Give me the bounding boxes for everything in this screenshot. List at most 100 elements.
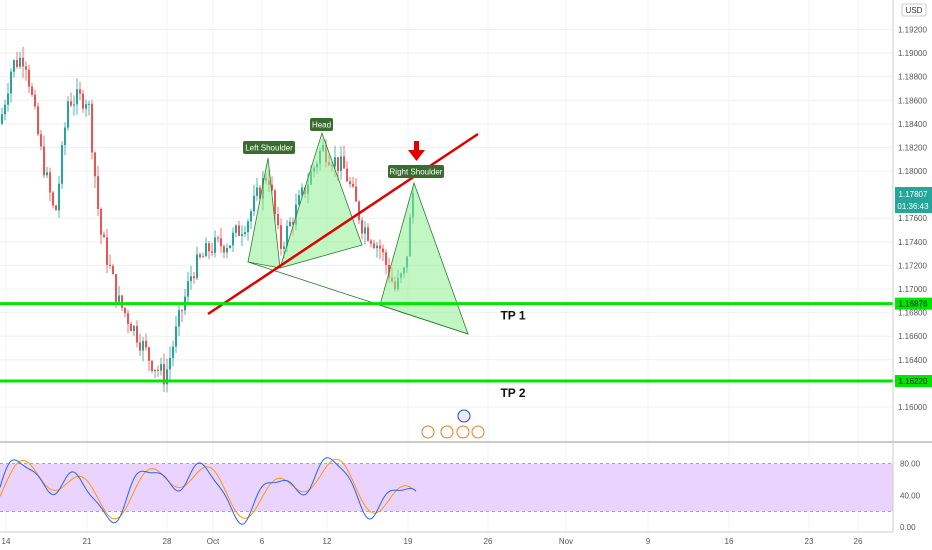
oscillator-pane: 80.00 40.00 0.00 bbox=[0, 441, 932, 532]
time-tick-label: Oct bbox=[207, 537, 220, 546]
candle-body bbox=[367, 227, 369, 241]
candle-body bbox=[220, 238, 222, 247]
candle-body bbox=[100, 208, 102, 235]
price-tick-label: 1.16800 bbox=[898, 309, 927, 318]
candle-body bbox=[7, 93, 9, 105]
candle-body bbox=[112, 265, 114, 275]
time-tick-label: 12 bbox=[323, 537, 332, 546]
candle-body bbox=[154, 369, 156, 372]
price-tick-label: 1.18400 bbox=[898, 120, 927, 129]
candle-body bbox=[31, 86, 33, 95]
candle-body bbox=[274, 190, 276, 214]
time-tick-label: 28 bbox=[163, 537, 172, 546]
candle-body bbox=[181, 310, 183, 312]
candle-body bbox=[382, 248, 384, 253]
candle-body bbox=[337, 157, 339, 171]
event-icons[interactable] bbox=[421, 409, 485, 439]
candle-body bbox=[73, 104, 75, 106]
time-tick-label: 14 bbox=[2, 537, 11, 546]
candle-body bbox=[16, 60, 18, 67]
candle-body bbox=[49, 172, 51, 193]
candle-body bbox=[298, 195, 300, 205]
candle-body bbox=[160, 364, 162, 371]
candle-body bbox=[373, 243, 375, 249]
time-tick-label: 26 bbox=[484, 537, 493, 546]
candle-body bbox=[196, 254, 198, 279]
oscillator-tick-label: 80.00 bbox=[900, 460, 921, 469]
time-axis: 14 21 28 Oct 6 12 19 26 Nov 9 16 23 26 bbox=[0, 531, 893, 546]
candle-body bbox=[28, 69, 30, 87]
candle-body bbox=[241, 234, 243, 236]
candle-body bbox=[118, 295, 120, 302]
candle-body bbox=[232, 232, 234, 246]
price-tick-label: 1.18600 bbox=[898, 96, 927, 105]
price-tick-label: 1.17200 bbox=[898, 261, 927, 270]
candle-body bbox=[163, 364, 165, 385]
candle-body bbox=[289, 221, 291, 227]
candle-body bbox=[277, 213, 279, 226]
candle-body bbox=[208, 243, 210, 252]
time-tick-label: 23 bbox=[805, 537, 814, 546]
pattern-right-triangle bbox=[379, 181, 469, 335]
level-price-tag bbox=[895, 375, 932, 388]
candle-body bbox=[133, 325, 135, 332]
current-price-value: 1.17807 bbox=[899, 190, 928, 199]
time-tick-label: 26 bbox=[854, 537, 863, 546]
candle-body bbox=[157, 369, 159, 371]
candle-body bbox=[94, 152, 96, 177]
candle-body bbox=[52, 192, 54, 206]
price-tick-label: 1.16600 bbox=[898, 332, 927, 341]
candle-body bbox=[193, 276, 195, 279]
candle-body bbox=[64, 127, 66, 146]
candle-body bbox=[244, 232, 246, 235]
candle-body bbox=[4, 104, 6, 115]
annotation-left-shoulder: Left Shoulder bbox=[243, 141, 295, 154]
candle-body bbox=[61, 145, 63, 184]
neckline bbox=[207, 132, 479, 316]
candle-body bbox=[187, 281, 189, 297]
candle-body bbox=[376, 245, 378, 249]
candle-body bbox=[229, 245, 231, 249]
candle-body bbox=[175, 326, 177, 347]
candle-body bbox=[259, 187, 261, 199]
candle-body bbox=[211, 251, 213, 253]
event-icon bbox=[440, 425, 454, 439]
candle-body bbox=[283, 246, 285, 249]
candle-body bbox=[79, 89, 81, 94]
pattern-left-triangle bbox=[247, 157, 281, 269]
candle-body bbox=[70, 101, 72, 106]
candle-body bbox=[121, 295, 123, 308]
head-and-shoulders-pattern bbox=[207, 131, 479, 335]
time-tick-label: 16 bbox=[725, 537, 734, 546]
candle-body bbox=[37, 106, 39, 135]
time-tick-label: 9 bbox=[646, 537, 651, 546]
annotation-right-shoulder: Right Shoulder bbox=[388, 165, 444, 178]
level-price-label: 1.16220 bbox=[899, 377, 928, 386]
candle-body bbox=[40, 134, 42, 147]
candle-body bbox=[235, 225, 237, 233]
candle-body bbox=[115, 274, 117, 302]
level-name: TP 1 bbox=[500, 309, 525, 323]
oscillator-tick-label: 40.00 bbox=[900, 491, 921, 500]
candle-body bbox=[190, 276, 192, 282]
time-tick-label: 21 bbox=[83, 537, 92, 546]
candle-body bbox=[247, 221, 249, 233]
candle-body bbox=[82, 93, 84, 109]
price-tick-label: 1.18000 bbox=[898, 167, 927, 176]
candle-body bbox=[88, 103, 90, 105]
candle-body bbox=[145, 340, 147, 348]
candle-body bbox=[130, 323, 132, 332]
candle-body bbox=[370, 240, 372, 244]
candle-body bbox=[55, 205, 57, 211]
candle-body bbox=[355, 186, 357, 202]
candle-body bbox=[217, 237, 219, 239]
oscillator-d-line bbox=[0, 458, 417, 520]
price-tick-label: 1.17400 bbox=[898, 238, 927, 247]
pattern-head-triangle bbox=[279, 131, 363, 269]
candle-body bbox=[223, 246, 225, 253]
candle-body bbox=[238, 225, 240, 236]
candle-body bbox=[13, 60, 15, 72]
candle-body bbox=[199, 254, 201, 258]
candle-body bbox=[214, 237, 216, 253]
